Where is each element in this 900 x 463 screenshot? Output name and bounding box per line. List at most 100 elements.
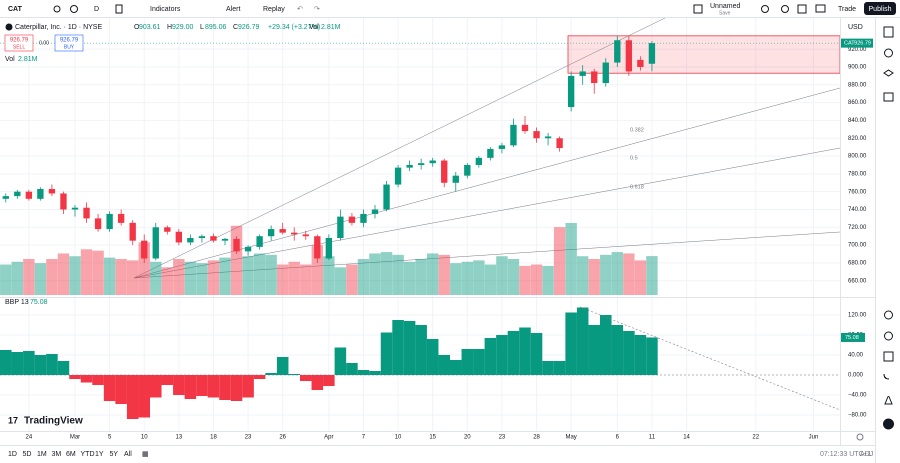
candle-body: [417, 163, 425, 165]
sidebar-icons: [883, 26, 894, 430]
calendar-button: ▦: [142, 451, 149, 458]
candle-body: [175, 231, 183, 243]
trade[interactable]: Trade: [838, 6, 856, 13]
layers-icon[interactable]: [883, 69, 894, 77]
symbol[interactable]: CAT: [8, 6, 23, 13]
calendar-icon[interactable]: [883, 351, 894, 362]
candle-body: [371, 209, 379, 214]
volume-bar: [300, 264, 312, 295]
range-button[interactable]: All: [124, 451, 132, 458]
candle-body: [567, 75, 575, 108]
range-button[interactable]: 1M: [37, 451, 47, 458]
search-icon[interactable]: [53, 5, 61, 13]
volume-bar: [530, 264, 543, 295]
bbp-bar: [565, 312, 577, 375]
undo[interactable]: ↶: [297, 6, 303, 13]
range-button[interactable]: 6M: [66, 451, 76, 458]
indicators[interactable]: Indicators: [150, 6, 181, 13]
stream-icon[interactable]: [883, 373, 890, 380]
chat-icon[interactable]: [883, 92, 894, 102]
publish[interactable]: Publish: [869, 6, 892, 13]
candle-body: [464, 164, 471, 176]
x-tick-label: Apr: [324, 435, 333, 441]
save[interactable]: Save: [719, 10, 731, 16]
range-button[interactable]: 5Y: [110, 451, 119, 458]
fullscreen-icon[interactable]: [797, 4, 807, 14]
alerts-icon[interactable]: [884, 48, 893, 58]
bbp-bar: [0, 350, 12, 375]
bbp-tag: [841, 332, 865, 342]
candle-body: [198, 236, 206, 238]
watchlist-icon[interactable]: [883, 26, 894, 38]
ideas-icon[interactable]: [884, 331, 893, 341]
candle-body: [221, 238, 229, 241]
range-button[interactable]: 1Y: [95, 451, 104, 458]
volume-bar: [150, 261, 162, 295]
buy-button[interactable]: [54, 34, 84, 52]
bbp-bar: [473, 349, 485, 375]
range-button[interactable]: 3M: [52, 451, 62, 458]
volume-bar: [392, 254, 404, 295]
publish-button[interactable]: [864, 2, 896, 15]
settings-icon[interactable]: [781, 5, 789, 13]
y-tick-label: 820.00: [848, 136, 867, 142]
adj[interactable]: ADJ: [860, 451, 873, 458]
volume-bar: [334, 267, 347, 295]
x-tick-label: 5: [108, 435, 112, 441]
layout-name[interactable]: Unnamed: [710, 3, 740, 10]
bbp-bar: [542, 361, 554, 375]
range-button[interactable]: YTD: [81, 451, 95, 458]
snapshot-icon[interactable]: [815, 4, 826, 13]
bbp-bar: [334, 347, 347, 375]
bbp-bar: [138, 375, 150, 418]
bbp-bar: [357, 370, 370, 375]
chart-type-icon[interactable]: [115, 4, 123, 14]
interval[interactable]: D: [94, 6, 99, 13]
x-tick-label: 18: [210, 435, 217, 441]
target-icon[interactable]: [884, 310, 893, 320]
candle-body: [533, 131, 540, 139]
x-tick-label: May: [565, 435, 576, 441]
layout-icon[interactable]: [693, 4, 703, 14]
notifications-icon[interactable]: [884, 396, 893, 405]
volume-bar: [230, 225, 243, 295]
compare-icon[interactable]: [70, 5, 78, 13]
alert-icon[interactable]: [761, 5, 769, 13]
chart-layer: 0.382 0.5 0.618: [0, 17, 841, 431]
y-tick-label: −40.00: [848, 393, 867, 399]
bbp-tag-value: 75.08: [845, 335, 859, 341]
y-tick-label: 40.00: [848, 353, 864, 359]
volume-bar: [519, 265, 531, 295]
volume-bar: [357, 258, 370, 295]
range-button[interactable]: 5D: [23, 451, 32, 458]
candle-body: [279, 229, 286, 233]
replay[interactable]: Replay: [263, 6, 285, 13]
buy-price[interactable]: 926.79: [60, 38, 79, 44]
sell-price[interactable]: 926.79: [10, 38, 29, 44]
candle-body: [325, 237, 333, 259]
alert[interactable]: Alert: [226, 6, 240, 13]
ohlc-prefix: H: [167, 24, 172, 31]
sell-button[interactable]: [4, 34, 34, 52]
candle-body: [164, 227, 171, 232]
buy-label[interactable]: BUY: [64, 44, 75, 50]
candle-body: [210, 236, 217, 241]
volume-bar: [253, 253, 266, 295]
candle-body: [429, 160, 436, 164]
fan-label: 0.382: [630, 127, 644, 133]
candle-body: [267, 229, 275, 237]
y-tick-label: 680.00: [848, 261, 867, 267]
bbp-bar: [126, 375, 139, 419]
bbp-bar: [426, 339, 439, 375]
bbp-bar: [219, 375, 231, 400]
axis-settings-icon[interactable]: [856, 433, 864, 441]
volume-bar: [415, 258, 427, 295]
apps-icon[interactable]: [883, 418, 894, 430]
range-button[interactable]: 1D: [8, 451, 17, 458]
volume-bar: [242, 256, 254, 295]
price-tag: [841, 38, 873, 48]
sell-label[interactable]: SELL: [13, 44, 25, 50]
redo[interactable]: ↷: [314, 6, 320, 13]
volume-bar: [426, 253, 439, 295]
volume-bar: [553, 227, 566, 295]
